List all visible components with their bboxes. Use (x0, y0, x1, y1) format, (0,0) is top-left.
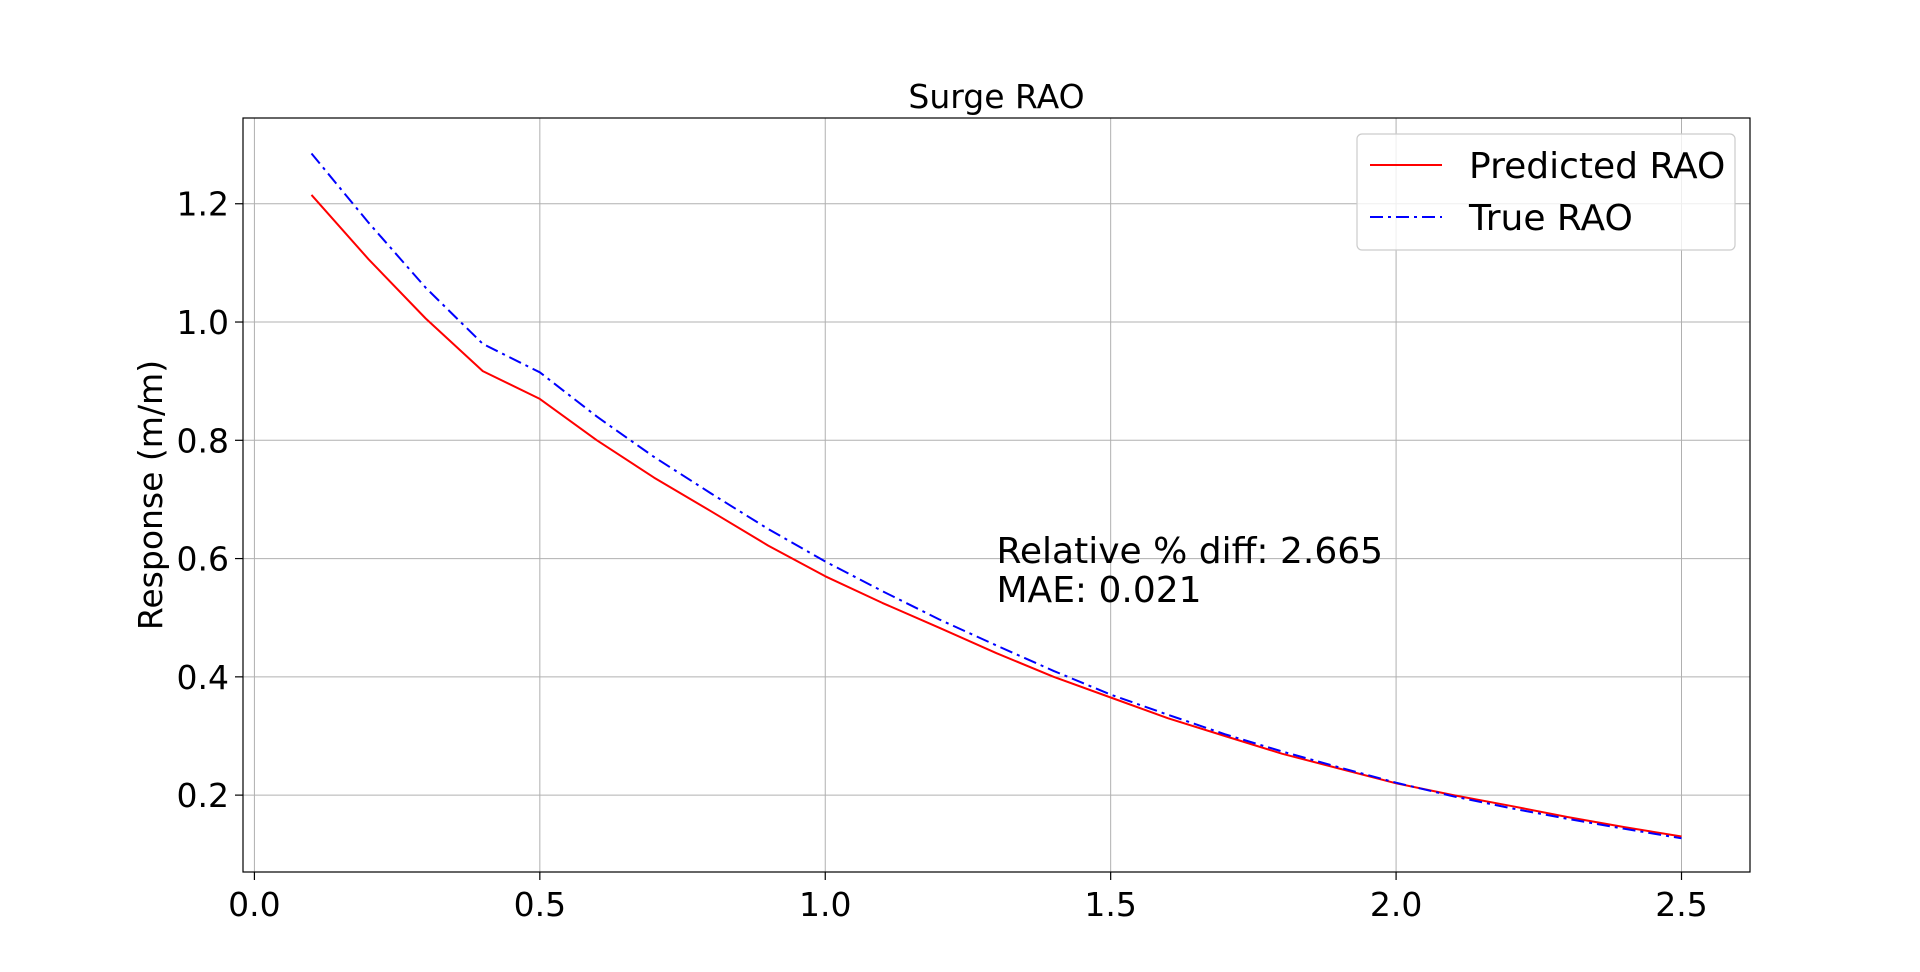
tick-layer: 0.0 0.5 1.0 1.5 2.0 2.5 0.2 0.4 0.6 0.8 1.0 1.2 (177, 185, 1708, 924)
legend-box (1356, 133, 1736, 251)
annotation-mae: MAE: 0.021 (997, 570, 1202, 611)
legend-label-true: True RAO (1468, 198, 1633, 239)
x-tick-label: 0.0 (228, 885, 280, 924)
x-tick-label: 2.5 (1655, 885, 1707, 924)
x-tick-label: 1.5 (1084, 885, 1136, 924)
y-tick-label: 0.2 (177, 776, 229, 815)
plot-area-frame (242, 117, 1751, 873)
y-tick-label: 1.0 (177, 303, 229, 342)
x-tick-label: 2.0 (1370, 885, 1422, 924)
legend-label-predicted: Predicted RAO (1469, 146, 1725, 187)
y-tick-label: 1.2 (177, 185, 229, 224)
series-line-0 (310, 194, 1682, 838)
series-layer (310, 152, 1682, 840)
chart-legend: Predicted RAO True RAO (1356, 133, 1736, 251)
y-tick-label: 0.4 (177, 658, 229, 697)
y-tick-label: 0.6 (177, 540, 229, 579)
y-axis-label: Response (m/m) (131, 360, 170, 630)
x-tick-label: 1.0 (799, 885, 851, 924)
y-tick-label: 0.8 (177, 421, 229, 460)
x-tick-label: 0.5 (514, 885, 566, 924)
series-line-1 (310, 152, 1682, 840)
annotation-relative-diff: Relative % diff: 2.665 (997, 531, 1384, 572)
chart-title: Surge RAO (908, 77, 1084, 116)
